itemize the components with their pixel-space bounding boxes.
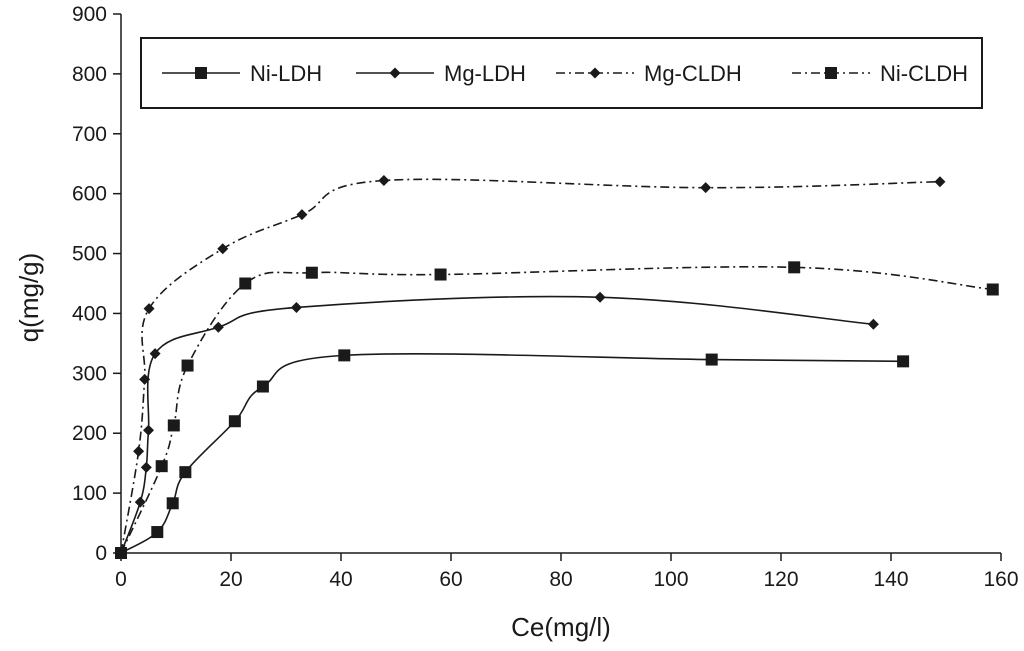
y-tick-label: 600: [72, 183, 107, 206]
data-point-ni-cldh: [434, 268, 447, 281]
data-point-ni-ldh: [897, 355, 910, 368]
legend-marker-ni-ldh: [195, 67, 207, 79]
data-point-mg-ldh: [140, 461, 152, 473]
data-point-ni-cldh: [167, 419, 180, 432]
data-point-ni-cldh: [181, 359, 194, 372]
y-tick-label: 200: [72, 422, 107, 445]
y-tick-label: 500: [72, 243, 107, 266]
legend-label-ni-cldh: Ni-CLDH: [880, 61, 968, 86]
legend-marker-mg-cldh: [589, 67, 601, 79]
data-point-ni-ldh: [151, 526, 164, 539]
legend-label-mg-cldh: Mg-CLDH: [644, 61, 742, 86]
x-tick-label: 60: [439, 568, 462, 591]
data-point-mg-cldh: [217, 243, 229, 255]
x-tick-label: 160: [983, 568, 1018, 591]
series-ni-cldh: [115, 261, 999, 559]
y-tick-label: 100: [72, 482, 107, 505]
data-point-mg-cldh: [133, 445, 145, 457]
data-point-mg-ldh: [594, 291, 606, 303]
data-point-ni-cldh: [155, 460, 168, 473]
legend-item-ni-ldh: Ni-LDH: [162, 61, 322, 86]
series-line-ni-ldh: [120, 353, 904, 554]
legend-item-mg-cldh: Mg-CLDH: [556, 61, 742, 86]
legend-item-mg-ldh: Mg-LDH: [356, 61, 526, 86]
x-tick-label: 0: [115, 568, 127, 591]
data-point-mg-cldh: [934, 176, 946, 188]
legend-item-ni-cldh: Ni-CLDH: [792, 61, 968, 86]
legend-marker-mg-ldh: [389, 67, 401, 79]
data-point-ni-ldh: [256, 380, 269, 393]
x-tick-label: 100: [653, 568, 688, 591]
data-point-mg-ldh: [867, 318, 879, 330]
series-mg-cldh: [115, 174, 946, 559]
y-tick-label: 700: [72, 123, 107, 146]
data-point-ni-cldh: [115, 547, 127, 559]
series-line-ni-cldh: [120, 266, 993, 554]
legend: Ni-LDH Mg-LDH Mg-CLDH Ni-CLDH: [140, 37, 983, 109]
x-tick-label: 20: [219, 568, 242, 591]
data-point-mg-cldh: [700, 182, 712, 194]
x-tick-label: 120: [763, 568, 798, 591]
x-tick-label: 40: [329, 568, 352, 591]
x-tick-label: 80: [549, 568, 572, 591]
y-tick-label: 900: [72, 3, 107, 26]
axes: 0 100 200 300 400 500 600 700 800 900 0 20 40 60 80 100…: [72, 3, 1019, 591]
series-mg-ldh: [115, 291, 879, 559]
data-point-ni-ldh: [705, 353, 718, 366]
data-point-ni-cldh: [305, 266, 318, 279]
data-point-mg-ldh: [290, 301, 302, 313]
data-point-mg-ldh: [212, 321, 224, 333]
y-tick-label: 0: [95, 542, 107, 565]
series-line-mg-cldh: [120, 178, 940, 554]
y-tick-label: 300: [72, 362, 107, 385]
x-tick-label: 140: [873, 568, 908, 591]
data-point-mg-ldh: [134, 496, 146, 508]
data-point-ni-cldh: [788, 261, 801, 274]
y-axis-title: q(mg/g): [14, 253, 44, 343]
data-point-mg-cldh: [378, 174, 390, 186]
data-point-ni-cldh: [239, 277, 252, 290]
series-ni-ldh: [115, 349, 910, 559]
data-point-ni-ldh: [338, 349, 351, 362]
data-point-mg-cldh: [139, 373, 151, 385]
legend-label-mg-ldh: Mg-LDH: [444, 61, 526, 86]
y-tick-label: 400: [72, 302, 107, 325]
data-point-mg-ldh: [149, 348, 161, 360]
x-axis-title: Ce(mg/l): [511, 612, 611, 642]
data-point-ni-ldh: [228, 415, 241, 428]
data-point-ni-ldh: [166, 497, 179, 510]
y-tick-label: 800: [72, 63, 107, 86]
data-point-mg-cldh: [143, 303, 155, 315]
data-point-mg-cldh: [296, 209, 308, 221]
legend-label-ni-ldh: Ni-LDH: [250, 61, 322, 86]
data-point-ni-cldh: [986, 283, 999, 296]
data-point-ni-ldh: [179, 466, 192, 479]
data-point-mg-ldh: [143, 424, 154, 436]
legend-marker-ni-cldh: [825, 67, 837, 79]
series-layer: [115, 174, 999, 559]
